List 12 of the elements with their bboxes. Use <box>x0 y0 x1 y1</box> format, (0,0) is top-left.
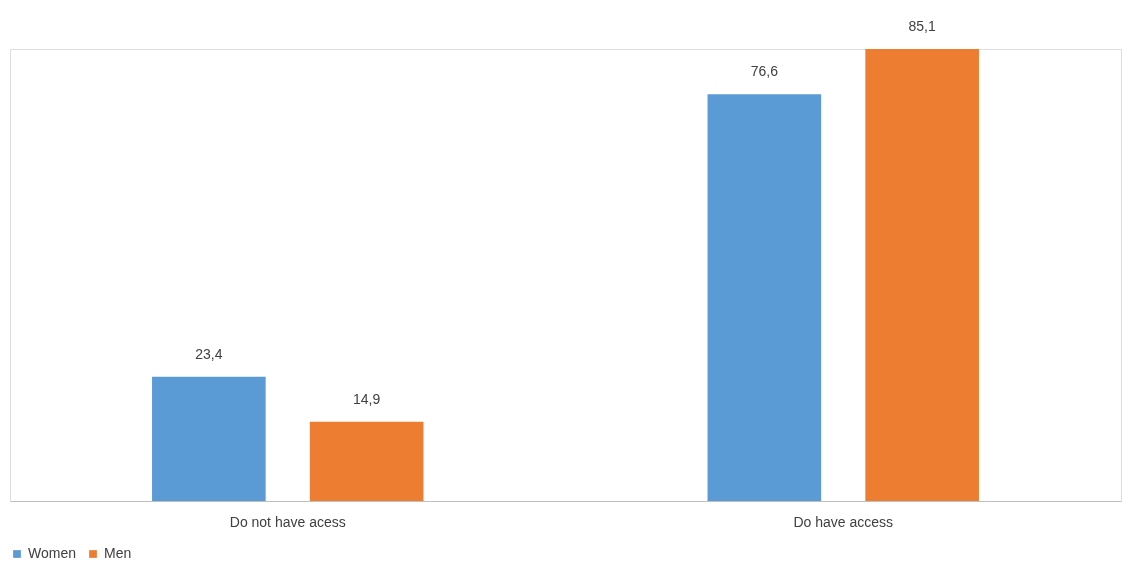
data-label: 23,4 <box>195 345 223 362</box>
data-label: 76,6 <box>750 63 779 80</box>
data-label: 14,9 <box>353 390 381 407</box>
x-tick-label: Do have access <box>793 513 894 530</box>
data-label: 85,1 <box>908 18 936 34</box>
legend-label: Women <box>28 545 76 561</box>
bar <box>309 421 424 501</box>
x-tick-label: Do not have acess <box>229 513 346 530</box>
bar <box>707 94 822 501</box>
bar <box>865 49 979 501</box>
bar <box>152 376 266 501</box>
legend-label: Men <box>104 545 132 561</box>
